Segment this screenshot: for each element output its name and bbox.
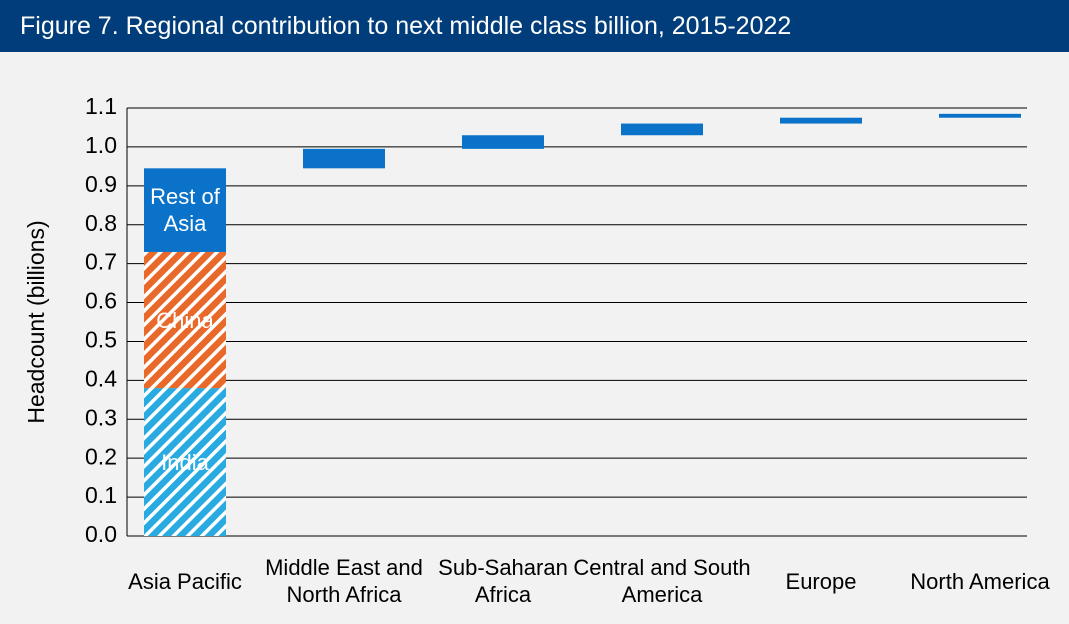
segment-label: India — [161, 449, 209, 475]
y-tick-label: 1.0 — [85, 132, 117, 158]
y-tick-label: 0.7 — [85, 249, 117, 275]
x-tick-label: Europe — [785, 568, 857, 594]
segment-label: China — [156, 307, 214, 333]
x-tick-label: Central and South America — [573, 555, 751, 607]
bar-segment — [780, 117, 862, 124]
x-tick-label: North America — [910, 568, 1050, 594]
segment-label: Rest of Asia — [150, 184, 220, 237]
x-tick-label: Sub-Saharan Africa — [438, 555, 568, 607]
bar-segment — [144, 388, 226, 536]
bar-segment — [303, 148, 385, 169]
y-tick-label: 0.6 — [85, 288, 117, 314]
bar-segment — [144, 251, 226, 389]
y-tick-label: 0.3 — [85, 404, 117, 430]
y-tick-label: 1.1 — [85, 93, 117, 119]
y-tick-label: 0.5 — [85, 327, 117, 353]
bar-segment — [462, 135, 544, 149]
y-tick-label: 0.4 — [85, 365, 117, 391]
y-axis-label: Headcount (billions) — [23, 220, 49, 423]
chart-title: Figure 7. Regional contribution to next … — [0, 0, 1069, 52]
y-tick-label: 0.1 — [85, 482, 117, 508]
bar-segment — [621, 123, 703, 136]
y-tick-label: 0.9 — [85, 171, 117, 197]
bar-segment — [939, 113, 1021, 118]
y-tick-label: 0.8 — [85, 210, 117, 236]
bar-segment — [144, 168, 226, 252]
x-tick-label: Middle East and North Africa — [265, 555, 423, 607]
x-tick-label: Asia Pacific — [128, 568, 242, 594]
y-tick-label: 0.0 — [85, 521, 117, 547]
y-tick-label: 0.2 — [85, 443, 117, 469]
